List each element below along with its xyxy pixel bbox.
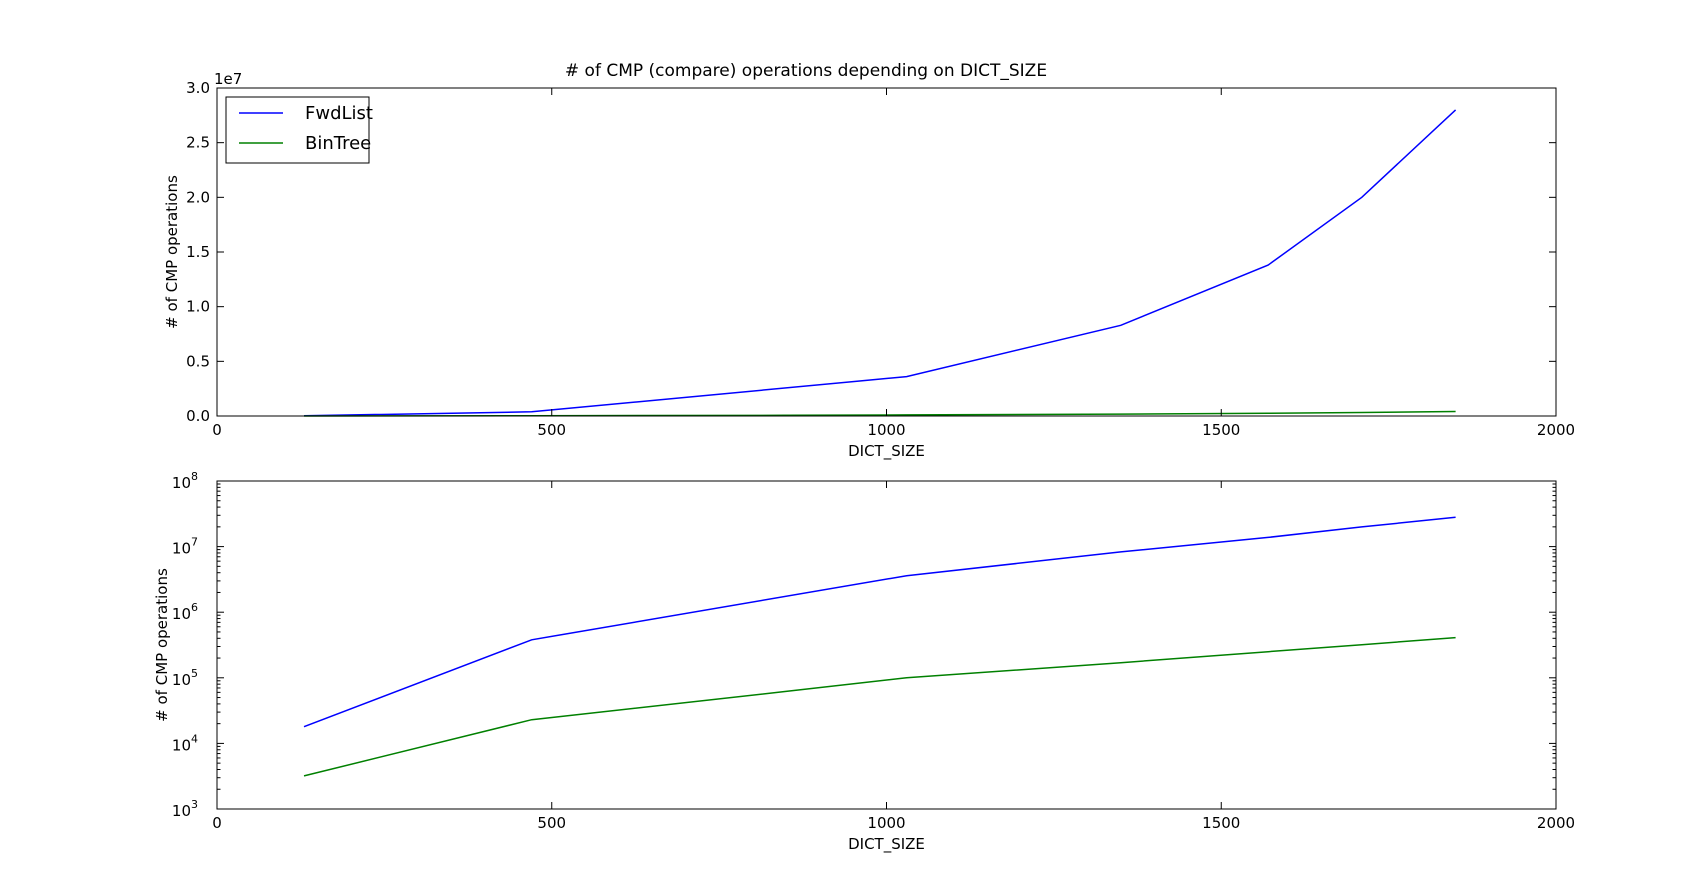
axes-frame [216,87,1557,417]
legend-label: FwdList [305,103,373,124]
y-tick-label: 0.0 [186,407,210,425]
x-axis-label: DICT_SIZE [848,442,925,461]
series-line-series-1 [303,636,1456,777]
legend-label: BinTree [305,133,371,154]
x-tick-label: 1000 [867,421,905,439]
x-tick-label: 2000 [1537,814,1575,832]
y-tick-label: 105 [172,667,198,689]
series-line-series-0 [303,516,1456,728]
y-tick-label: 1.0 [186,298,210,316]
x-tick-label: 0 [212,421,222,439]
y-tick-label: 2.0 [186,188,210,206]
y-tick-label: 1.5 [186,243,210,261]
legend: FwdList BinTree [225,96,373,164]
series-line-fwdlist [303,109,1457,417]
y-axis-label: # of CMP operations [163,175,181,329]
x-tick-label: 500 [537,421,566,439]
x-tick-label: 1500 [1202,421,1240,439]
y-tick-label: 103 [172,798,198,820]
y-axis-label: # of CMP operations [153,568,171,722]
x-tick-label: 1500 [1202,814,1240,832]
y-offset-text: 1e7 [214,70,242,88]
y-tick-label: 108 [172,470,198,492]
y-tick-label: 3.0 [186,79,210,97]
y-tick-label: 104 [172,732,198,754]
x-tick-label: 2000 [1537,421,1575,439]
x-tick-label: 500 [537,814,566,832]
x-tick-label: 1000 [867,814,905,832]
x-axis-label: DICT_SIZE [848,835,925,854]
legend-box [225,96,370,164]
bottom-axes-log: 0 500 1000 1500 2000 103 104 105 106 107 108 DICT_S… [153,470,1575,854]
y-tick-label: 2.5 [186,134,210,152]
top-axes-linear: 0 500 1000 1500 2000 0.0 0.5 1.0 1.5 2.0 2.5 3.0 1e7… [163,70,1575,461]
x-tick-label: 0 [212,814,222,832]
chart-title: # of CMP (compare) operations depending … [565,61,1047,81]
y-tick-label: 0.5 [186,352,210,370]
y-tick-label: 106 [172,601,198,623]
y-tick-label: 107 [172,536,198,558]
